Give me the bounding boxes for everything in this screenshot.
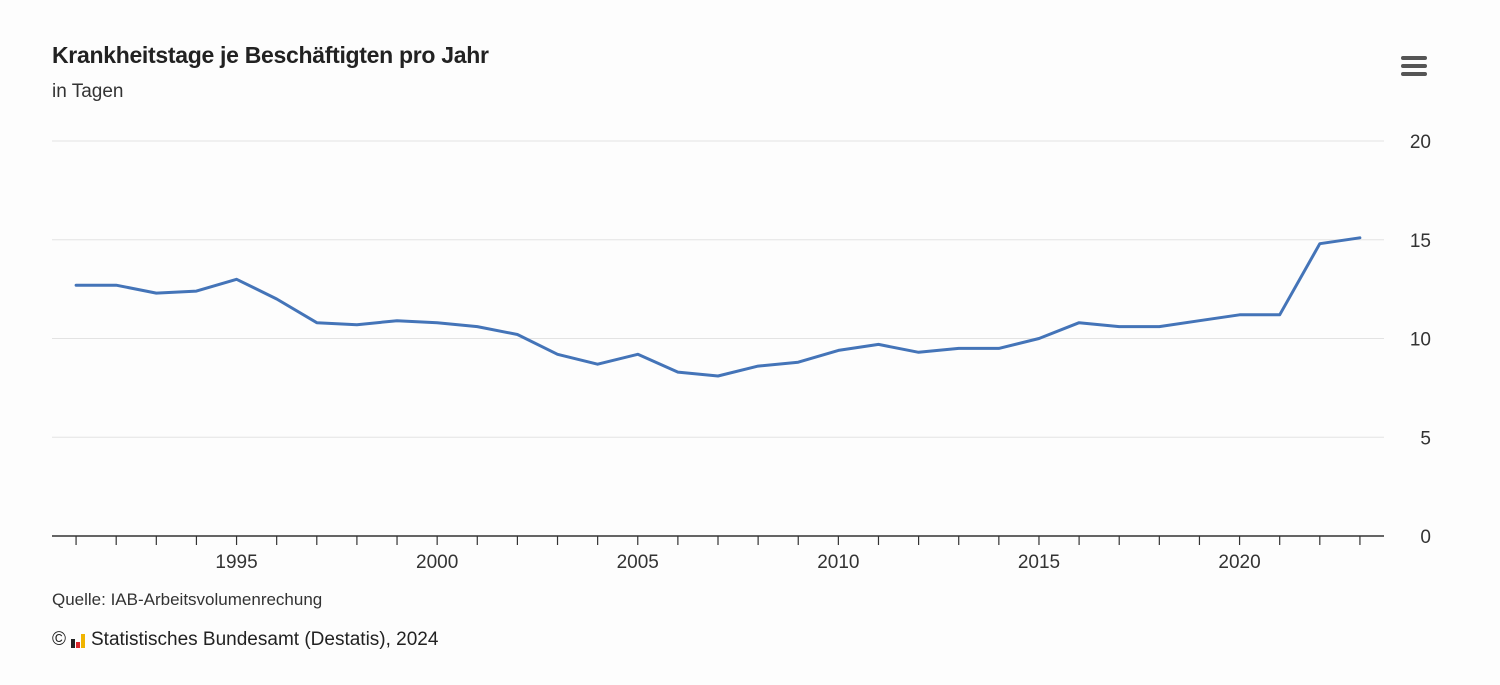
data-point bbox=[1158, 325, 1161, 328]
data-point bbox=[1278, 313, 1281, 316]
data-point bbox=[877, 343, 880, 346]
data-point bbox=[1078, 321, 1081, 324]
data-point bbox=[355, 323, 358, 326]
x-tick-label: 1995 bbox=[215, 552, 257, 573]
y-tick-label: 0 bbox=[1420, 527, 1431, 548]
credits[interactable]: © Statistisches Bundesamt (Destatis), 20… bbox=[52, 629, 438, 651]
y-tick-label: 15 bbox=[1410, 231, 1431, 252]
data-point bbox=[1198, 319, 1201, 322]
data-point bbox=[235, 278, 238, 281]
data-point bbox=[676, 371, 679, 374]
data-point bbox=[275, 298, 278, 301]
logo-bar bbox=[71, 639, 75, 648]
data-point bbox=[396, 319, 399, 322]
data-point bbox=[155, 292, 158, 295]
data-point bbox=[997, 347, 1000, 350]
data-point bbox=[315, 321, 318, 324]
x-axis bbox=[52, 535, 1384, 545]
data-point bbox=[516, 333, 519, 336]
destatis-logo-icon bbox=[71, 632, 85, 648]
grid-lines bbox=[52, 140, 1384, 438]
y-tick-label: 5 bbox=[1420, 428, 1431, 449]
data-point bbox=[957, 347, 960, 350]
menu-bar bbox=[1401, 64, 1427, 68]
series-line bbox=[74, 236, 1362, 378]
data-point bbox=[75, 284, 78, 287]
x-axis-labels: 1995 2000 2005 2010 2015 2020 bbox=[215, 552, 1260, 573]
menu-bar bbox=[1401, 72, 1427, 76]
x-tick-label: 2010 bbox=[817, 552, 859, 573]
chart-title: Krankheitstage je Beschäftigten pro Jahr bbox=[52, 42, 489, 68]
data-point bbox=[556, 353, 559, 356]
hamburger-menu-icon[interactable] bbox=[1396, 52, 1430, 82]
data-point bbox=[1238, 313, 1241, 316]
logo-bar bbox=[81, 634, 85, 648]
series-layer bbox=[74, 236, 1362, 378]
x-tick-label: 2020 bbox=[1218, 552, 1260, 573]
data-point bbox=[757, 365, 760, 368]
y-tick-label: 20 bbox=[1410, 132, 1431, 153]
x-tick-label: 2005 bbox=[617, 552, 659, 573]
data-point bbox=[797, 361, 800, 364]
data-point bbox=[636, 353, 639, 356]
data-point bbox=[1037, 337, 1040, 340]
data-point bbox=[476, 325, 479, 328]
source-note: Quelle: IAB-Arbeitsvolumenrechung bbox=[52, 590, 323, 609]
chart-subtitle: in Tagen bbox=[52, 81, 124, 102]
data-point bbox=[115, 284, 118, 287]
data-point bbox=[717, 375, 720, 378]
data-point bbox=[1358, 236, 1361, 239]
x-tick-label: 2000 bbox=[416, 552, 458, 573]
data-point bbox=[1118, 325, 1121, 328]
credit-text: Statistisches Bundesamt (Destatis), 2024 bbox=[91, 629, 439, 650]
logo-bar bbox=[76, 642, 80, 648]
menu-bar bbox=[1401, 56, 1427, 60]
data-point bbox=[436, 321, 439, 324]
data-point bbox=[837, 349, 840, 352]
data-point bbox=[596, 363, 599, 366]
data-point bbox=[195, 290, 198, 293]
y-axis-labels: 0 5 10 15 20 bbox=[1410, 132, 1431, 548]
y-tick-label: 10 bbox=[1410, 330, 1431, 351]
data-point bbox=[1318, 242, 1321, 245]
data-point bbox=[917, 351, 920, 354]
x-tick-label: 2015 bbox=[1018, 552, 1060, 573]
copyright-symbol: © bbox=[52, 629, 66, 650]
